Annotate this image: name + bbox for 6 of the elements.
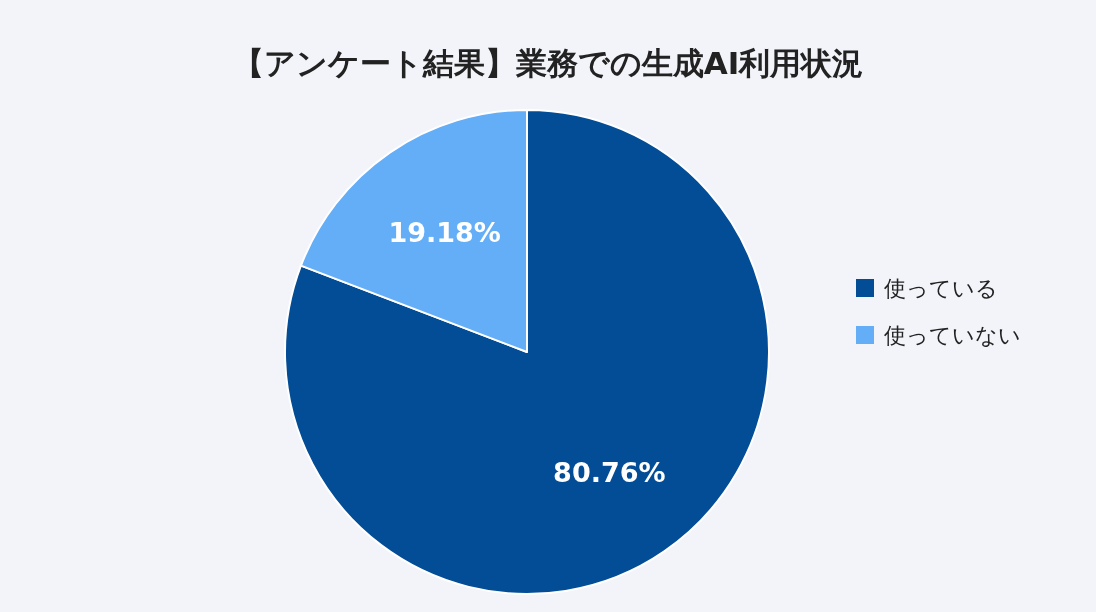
chart-title: 【アンケート結果】業務での生成AI利用状況 — [232, 45, 864, 81]
legend-label: 使っている — [884, 276, 998, 301]
data-label: 80.76% — [553, 456, 666, 488]
data-label: 19.18% — [388, 217, 501, 249]
pie-slice — [284, 109, 770, 595]
legend-label: 使っていない — [884, 323, 1021, 348]
